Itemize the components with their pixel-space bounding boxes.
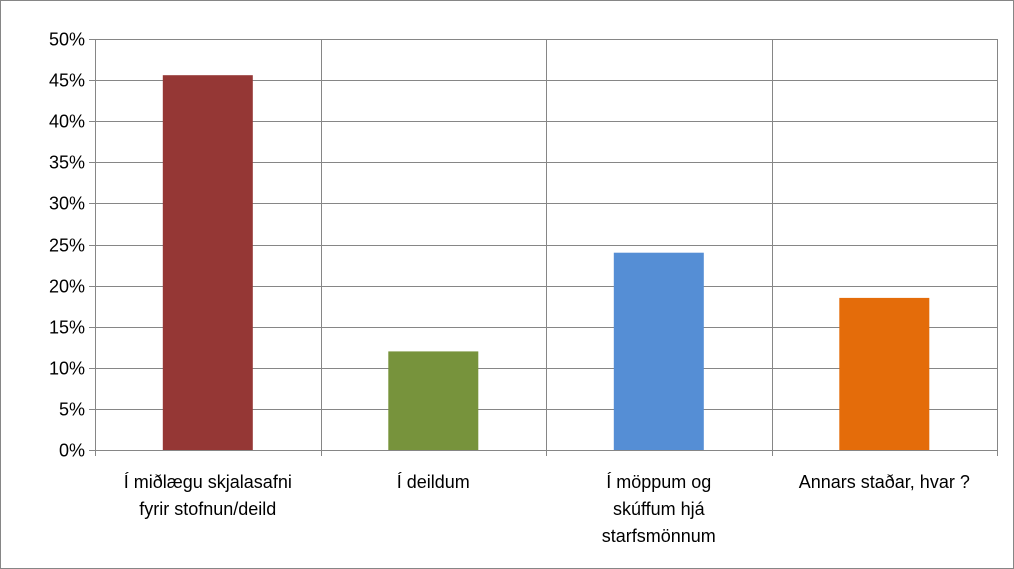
bar: [614, 253, 704, 450]
y-tick-label: 35%: [49, 153, 85, 173]
y-tick-label: 40%: [49, 112, 85, 132]
y-tick-label: 45%: [49, 71, 85, 91]
x-category-label: Í deildum: [397, 472, 470, 492]
y-tick-labels: 0% 5% 10% 15% 20% 25% 30% 35% 40% 45% 50%: [49, 30, 85, 461]
bar: [163, 75, 253, 450]
x-category-labels: Í miðlægu skjalasafni fyrir stofnun/deild…: [124, 472, 970, 546]
bar: [839, 298, 929, 450]
x-category-label: Í miðlægu skjalasafni fyrir stofnun/deild: [124, 472, 292, 519]
y-tick-label: 30%: [49, 194, 85, 214]
y-tick-label: 0%: [59, 441, 85, 461]
y-tick-label: 50%: [49, 30, 85, 50]
x-category-label: Í möppum og skúffum hjá starfsmönnum: [602, 472, 716, 546]
y-tick-label: 5%: [59, 400, 85, 420]
bar: [388, 351, 478, 450]
y-tick-label: 15%: [49, 318, 85, 338]
y-tick-label: 20%: [49, 277, 85, 297]
x-category-label: Annars staðar, hvar ?: [799, 472, 970, 492]
y-tick-label: 25%: [49, 236, 85, 256]
y-tick-label: 10%: [49, 359, 85, 379]
